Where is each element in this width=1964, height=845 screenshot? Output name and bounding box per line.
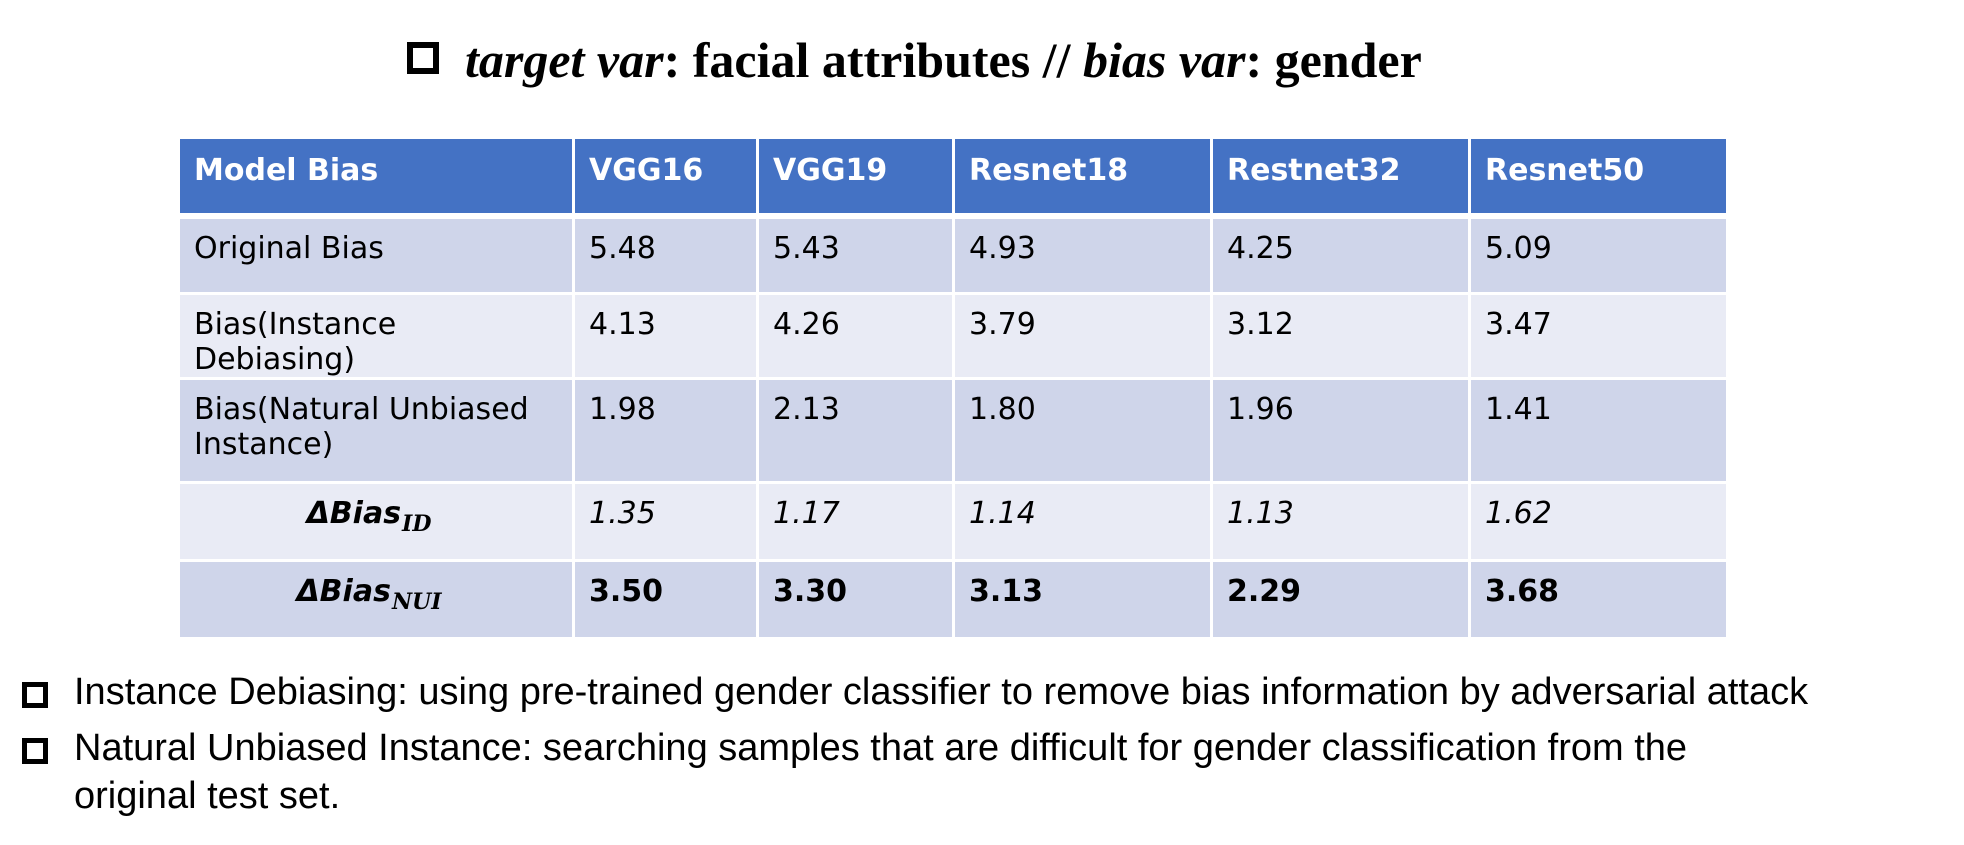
table-row: Bias(Natural Unbiased Instance) 1.98 2.13… [177,377,1729,484]
table-cell: 1.62 [1468,481,1729,562]
table-cell: 2.13 [756,377,955,484]
table-row: ΔBiasID 1.35 1.17 1.14 1.13 1.62 [177,481,1729,562]
delta-bias-nui-label: ΔBiasNUI [177,559,575,640]
table-cell: 4.25 [1210,214,1471,295]
table-cell: 4.93 [952,214,1213,295]
list-item: Natural Unbiased Instance: searching sam… [22,724,1808,820]
header-resnet50: Resnet50 [1468,136,1729,219]
note-text: Natural Unbiased Instance: searching sam… [74,727,1688,769]
table-cell: 4.13 [572,292,759,380]
table-cell: 4.26 [756,292,955,380]
checkbox-bullet-icon [22,738,48,764]
note-text: Instance Debiasing: using pre-trained ge… [74,671,1809,713]
table-cell: 5.09 [1468,214,1729,295]
table-row: ΔBiasNUI 3.50 3.30 3.13 2.29 3.68 [177,559,1729,640]
header-vgg16: VGG16 [572,136,759,219]
table-header-row: Model Bias VGG16 VGG19 Resnet18 Restnet3… [177,136,1729,219]
header-restnet32: Restnet32 [1210,136,1471,219]
table-cell: 1.35 [572,481,759,562]
table-cell: 1.96 [1210,377,1471,484]
model-bias-table: Model Bias VGG16 VGG19 Resnet18 Restnet3… [177,136,1729,640]
table-cell: 1.80 [952,377,1213,484]
table-cell: 5.48 [572,214,759,295]
table-cell: 1.98 [572,377,759,484]
table-cell: 1.17 [756,481,955,562]
row-label: Bias(Natural Unbiased Instance) [177,377,575,484]
table-cell: 2.29 [1210,559,1471,640]
list-item: Instance Debiasing: using pre-trained ge… [22,668,1808,716]
table-cell: 3.30 [756,559,955,640]
table-cell: 3.47 [1468,292,1729,380]
target-var-label: target var [465,32,664,88]
table-cell: 1.41 [1468,377,1729,484]
table-cell: 3.13 [952,559,1213,640]
note-text: original test set. [74,775,341,817]
row-label-line: Instance) [194,427,334,462]
table-row: Original Bias 5.48 5.43 4.93 4.25 5.09 [177,214,1729,295]
row-label: Original Bias [177,214,575,295]
bias-var-value: : gender [1245,32,1422,88]
row-label-line: Bias(Natural Unbiased [194,392,529,427]
table-cell: 1.14 [952,481,1213,562]
table-cell: 5.43 [756,214,955,295]
slide-title: target var: facial attributes // bias va… [407,30,1422,90]
table-cell: 3.12 [1210,292,1471,380]
row-label: Bias(Instance Debiasing) [177,292,575,380]
checkbox-bullet-icon [407,41,439,74]
delta-bias-id-label: ΔBiasID [177,481,575,562]
bias-var-label: bias var [1082,32,1246,88]
table-row: Bias(Instance Debiasing) 4.13 4.26 3.79 … [177,292,1729,380]
notes-list: Instance Debiasing: using pre-trained ge… [22,668,1808,820]
target-var-value: : facial attributes // [663,32,1083,88]
header-vgg19: VGG19 [756,136,955,219]
table-cell: 3.68 [1468,559,1729,640]
table-cell: 3.50 [572,559,759,640]
header-model-bias: Model Bias [177,136,575,219]
table-cell: 1.13 [1210,481,1471,562]
table-cell: 3.79 [952,292,1213,380]
header-resnet18: Resnet18 [952,136,1213,219]
checkbox-bullet-icon [22,682,48,708]
